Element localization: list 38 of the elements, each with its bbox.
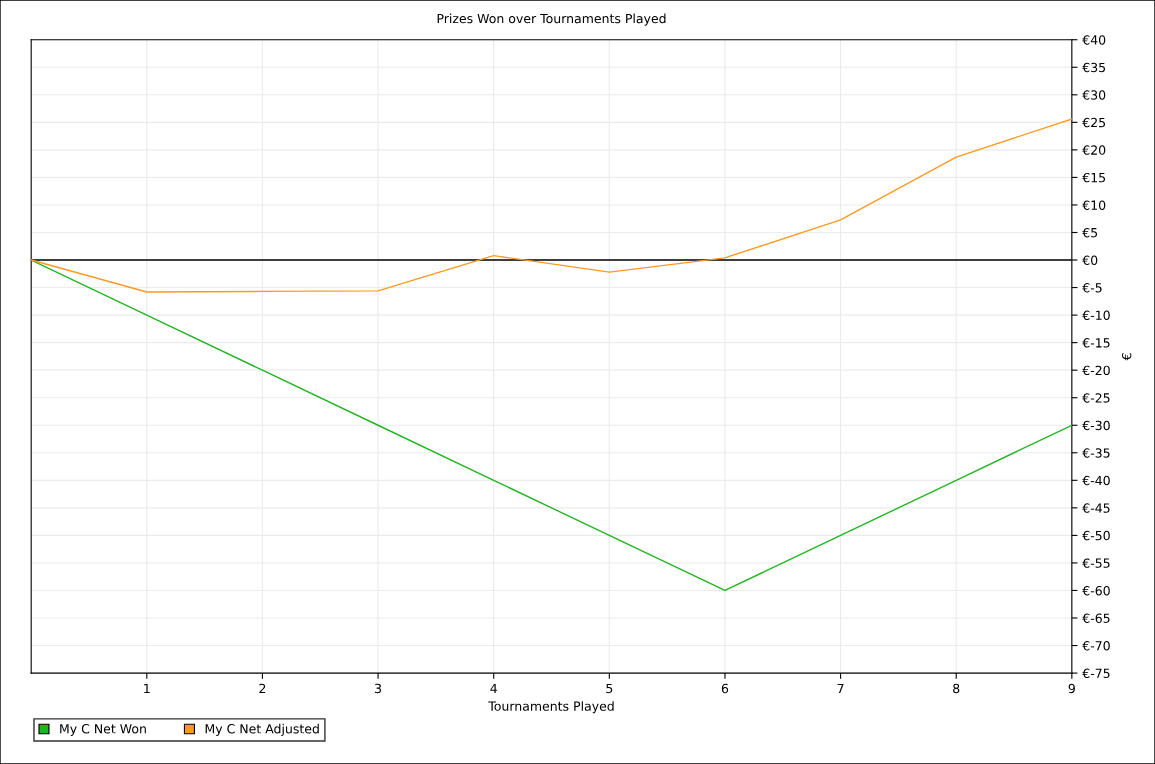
x-tick-label: 1 [144,683,150,693]
y-tick-label: €20 [1082,145,1106,155]
x-tick-label: 5 [606,683,613,694]
legend-label: My C Net Adjusted [205,723,319,736]
y-tick-label: €-55 [1082,558,1110,568]
y-tick-label: €-15 [1082,338,1110,348]
y-axis-title: € [1121,353,1132,361]
y-tick-label: €-40 [1082,475,1110,486]
x-tick-label: 4 [490,683,497,693]
y-tick-label: €5 [1082,227,1098,238]
y-tick-label: €-65 [1082,613,1110,623]
y-tick-label: €25 [1082,117,1106,128]
y-tick-label: €-5 [1082,283,1102,293]
y-tick-label: €-30 [1082,420,1110,431]
y-tick-label: €35 [1082,62,1106,73]
y-tick-label: €-45 [1082,503,1110,513]
x-tick-label: 9 [1068,683,1075,694]
x-tick-label: 6 [721,683,729,694]
x-tick-label: 3 [375,683,382,694]
x-tick-label: 2 [259,683,266,693]
y-tick-label: €0 [1082,255,1098,265]
y-tick-label: €-70 [1082,641,1110,651]
y-tick-label: €-60 [1082,585,1110,596]
y-tick-label: €15 [1082,172,1106,183]
y-tick-label: €-50 [1082,530,1110,541]
x-tick-label: 7 [837,683,844,693]
y-tick-label: €30 [1082,90,1106,100]
y-tick-label: €-10 [1082,310,1110,321]
y-tick-label: €-35 [1082,448,1110,458]
y-tick-label: €-25 [1082,393,1110,403]
chart-title: Prizes Won over Tournaments Played [437,13,666,26]
y-tick-label: €-75 [1082,668,1110,679]
y-tick-label: €-20 [1082,365,1110,376]
legend-label: My C Net Won [60,724,146,736]
x-axis-title: Tournaments Played [488,701,614,714]
x-tick-label: 8 [953,683,960,694]
y-tick-label: €10 [1082,200,1106,210]
y-tick-label: €40 [1082,35,1106,45]
